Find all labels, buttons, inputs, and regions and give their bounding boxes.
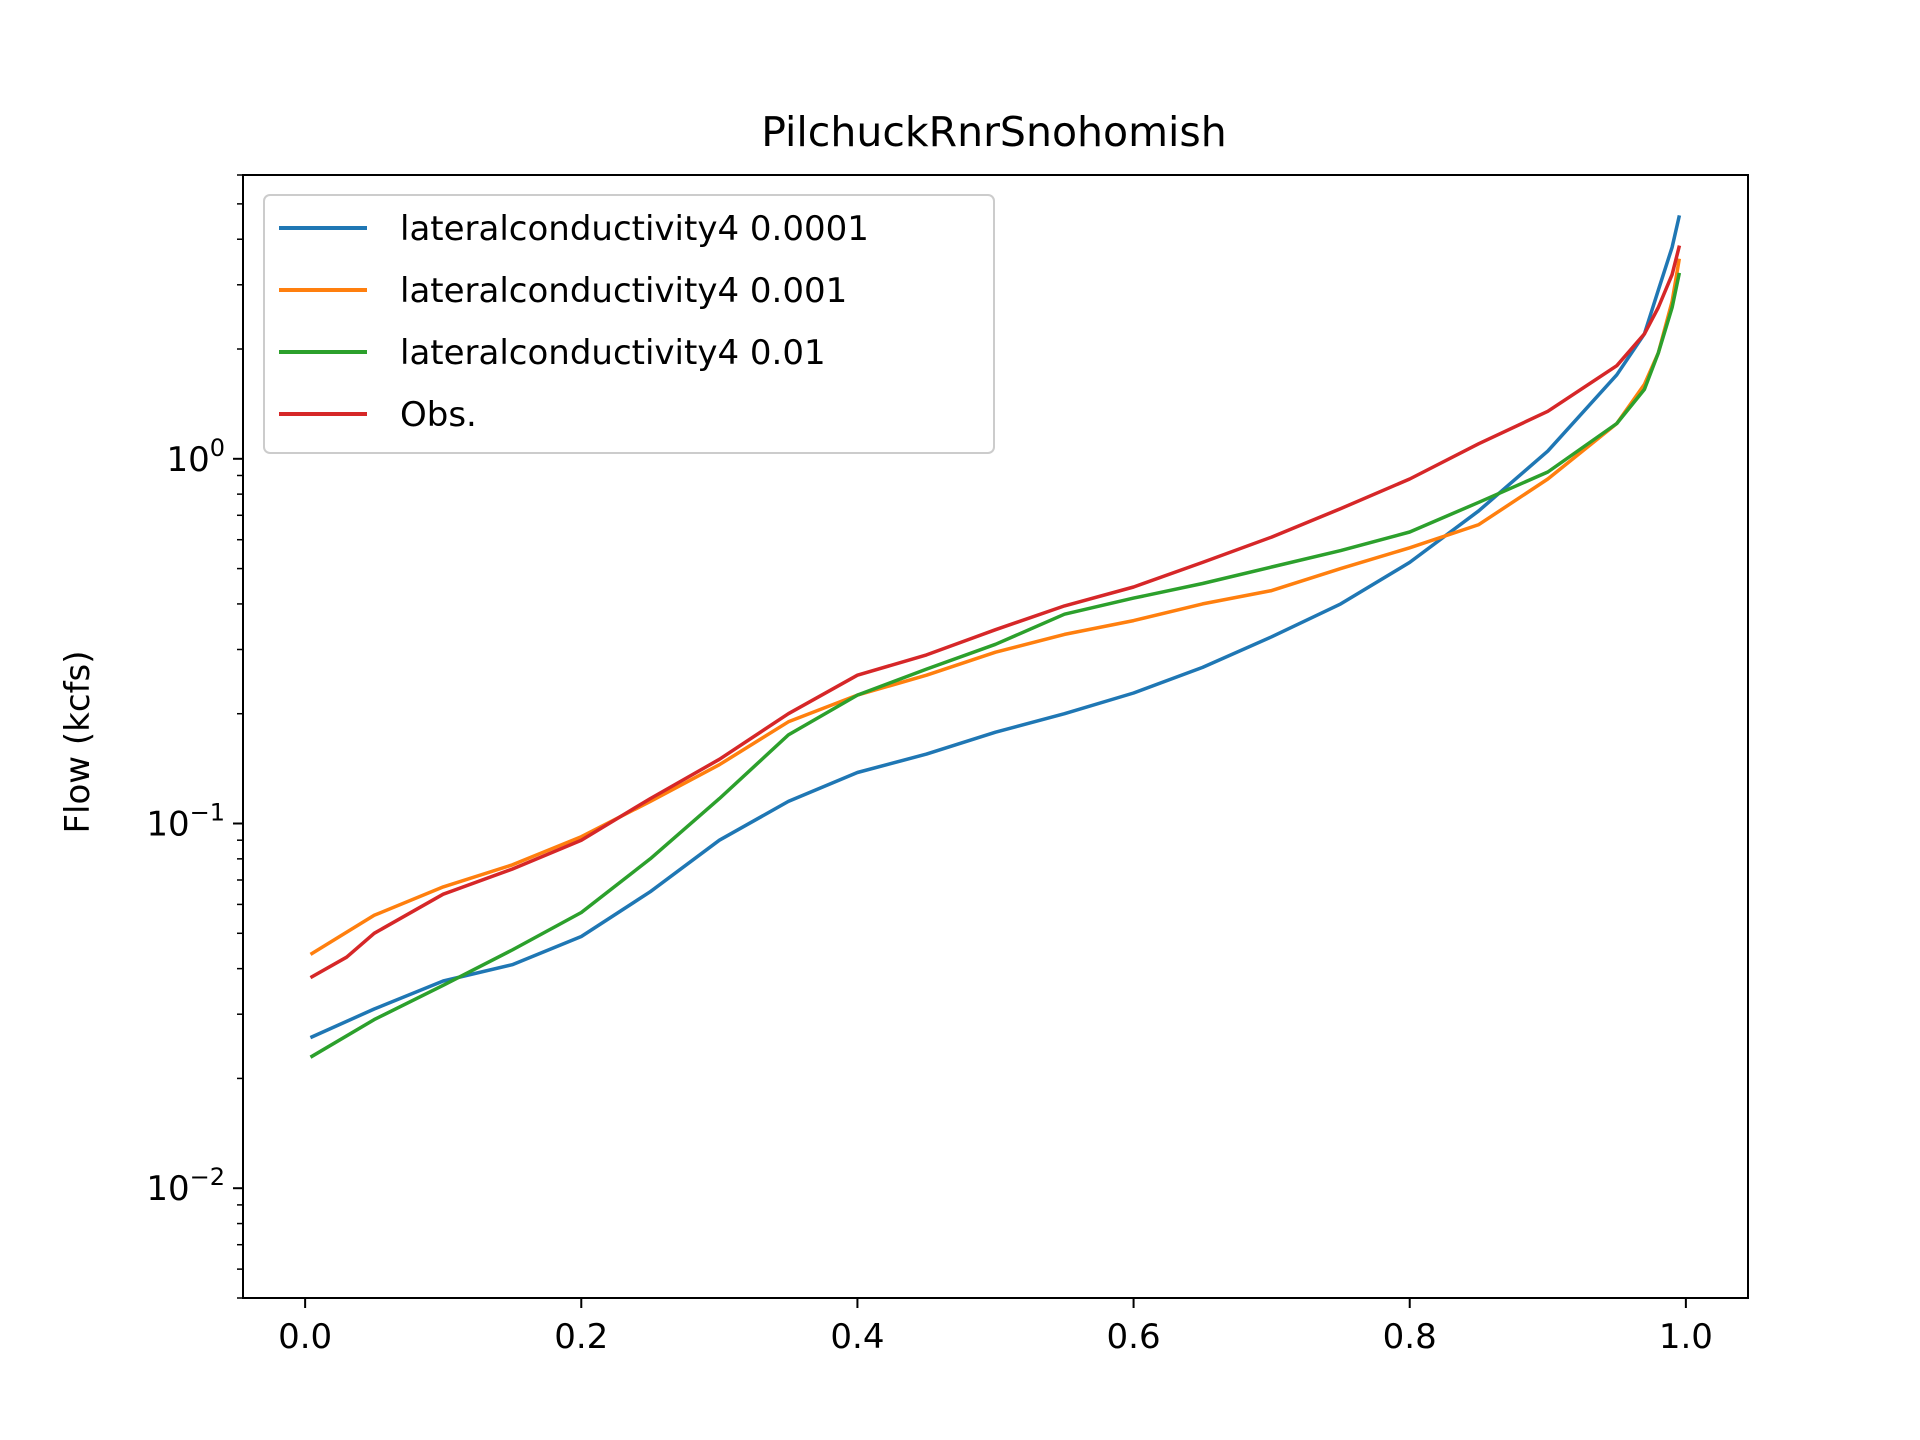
- series-line-3: [309, 245, 1682, 980]
- ticks-layer: 0.0 0.2 0.4 0.6 0.8 1.0 10−2 10−1 100: [146, 174, 1713, 1357]
- x-tick-label-1: 0.2: [554, 1317, 608, 1357]
- series-line-0: [309, 215, 1682, 1040]
- legend-label-2: lateralconductivity4 0.01: [400, 333, 826, 373]
- x-tick-label-4: 0.8: [1383, 1317, 1437, 1357]
- y-tick-label-2: 100: [166, 434, 225, 480]
- y-tick-label-1: 10−1: [146, 799, 225, 845]
- legend: lateralconductivity4 0.0001 lateralconduc…: [263, 194, 995, 454]
- y-tick-label-0: 10−2: [146, 1163, 225, 1209]
- legend-label-3: Obs.: [400, 395, 477, 435]
- chart-title: PilchuckRnrSnohomish: [761, 108, 1227, 156]
- series-layer: [309, 215, 1682, 1059]
- x-tick-label-0: 0.0: [278, 1317, 332, 1357]
- legend-label-0: lateralconductivity4 0.0001: [400, 209, 869, 249]
- x-tick-label-3: 0.6: [1107, 1317, 1161, 1357]
- y-axis-label: Flow (kcfs): [58, 650, 98, 833]
- x-tick-label-5: 1.0: [1659, 1317, 1713, 1357]
- legend-box: [263, 194, 995, 454]
- series-line-2: [309, 272, 1682, 1059]
- legend-label-1: lateralconductivity4 0.001: [400, 271, 847, 311]
- plot-frame: [242, 174, 1749, 1299]
- x-tick-label-2: 0.4: [830, 1317, 884, 1357]
